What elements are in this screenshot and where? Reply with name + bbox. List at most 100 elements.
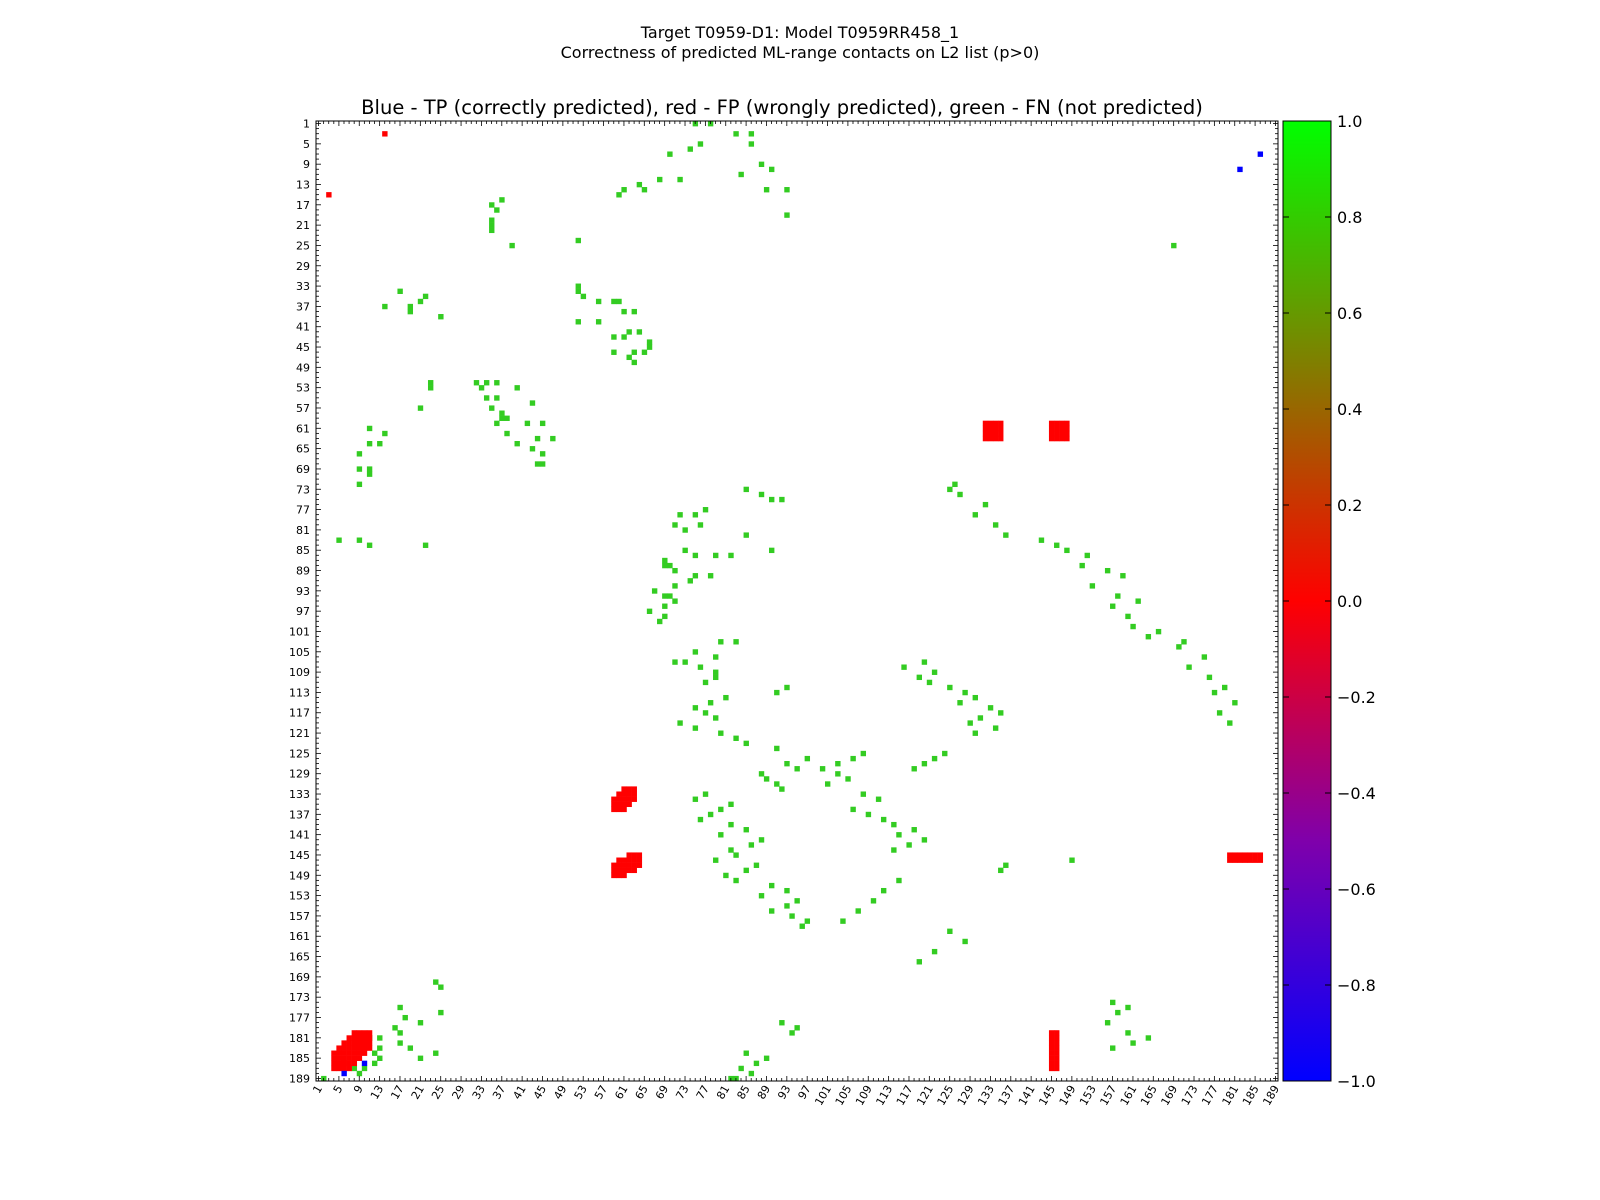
fp-contact-cell [346,1045,352,1051]
y-tick-label: 1 [303,118,310,131]
y-tick-label: 181 [289,1032,310,1045]
fn-contact-cell [631,359,637,366]
fn-contact-cell [931,755,938,762]
fn-contact-cell [728,801,734,808]
x-tick-label: 77 [694,1083,712,1102]
fn-contact-cell [438,314,444,320]
fp-contact-cell [361,1045,368,1051]
fp-contact-cell [616,806,622,813]
fn-contact-cell [494,420,500,427]
fn-contact-cell [1089,583,1096,589]
fp-contact-cell [1232,852,1238,858]
fp-contact-cell [987,430,994,437]
fn-contact-cell [489,222,495,228]
fp-contact-cell [987,425,994,432]
fn-contact-cell [758,161,765,168]
y-tick-label: 133 [289,788,310,801]
y-tick-label: 41 [296,321,310,334]
fn-contact-cell [860,750,867,757]
fn-contact-cell [1211,689,1218,696]
fn-contact-cell [1222,684,1228,691]
fn-contact-cell [524,420,531,427]
fn-contact-cell [534,461,541,467]
colorbar-tick-label: 0.8 [1337,208,1362,227]
x-tick-label: 81 [714,1083,732,1102]
fn-contact-cell [1003,532,1009,538]
fn-contact-cell [1206,674,1213,681]
x-tick-label: 29 [449,1083,467,1102]
fp-contact-cell [1064,420,1070,427]
fp-contact-cell [1054,425,1060,432]
fn-contact-cell [361,1065,368,1072]
fn-contact-cell [921,837,928,843]
fn-contact-cell [397,1030,403,1036]
colorbar-tick-label: −0.6 [1337,880,1376,899]
y-tick-label: 105 [289,646,310,659]
fp-contact-cell [631,796,637,802]
fn-contact-cell [784,887,790,894]
fn-contact-cell [1181,639,1187,645]
plot-title: Blue - TP (correctly predicted), red - F… [361,96,1203,119]
x-tick-label: 25 [429,1083,447,1102]
fp-contact-cell [1247,852,1253,858]
fn-contact-cell [728,552,734,559]
fp-contact-cell [1048,1035,1055,1041]
fn-contact-cell [377,441,383,447]
y-tick-label: 89 [296,565,310,578]
fp-contact-cell [992,425,999,432]
fn-contact-cell [713,669,719,675]
fn-contact-cell [702,710,709,716]
fn-contact-cell [504,415,510,421]
fn-contact-cell [875,796,882,802]
fp-contact-cell [998,425,1004,432]
fp-contact-cell [631,786,637,792]
fp-contact-cell [616,857,622,863]
fp-contact-cell [621,857,627,863]
x-tick-label: 97 [796,1083,814,1102]
fp-contact-cell [1048,1050,1055,1056]
y-tick-label: 189 [289,1072,310,1085]
fn-contact-cell [539,420,546,427]
fp-contact-cell [631,867,637,874]
fn-contact-cell [433,979,439,985]
contact-cells [321,121,1264,1082]
tp-contact-cell [1237,166,1243,173]
fn-contact-cell [733,639,739,645]
x-tick-label: 109 [853,1083,875,1108]
fn-contact-cell [682,659,688,665]
fp-contact-cell [636,862,643,868]
fp-contact-cell [351,1055,358,1061]
fp-contact-cell [336,1055,342,1061]
fn-contact-cell [687,146,693,152]
fp-contact-cell [1227,852,1233,858]
fp-contact-cell [1048,1055,1055,1061]
fp-contact-cell [356,1035,363,1041]
fn-contact-cell [779,496,785,503]
fp-contact-cell [1242,857,1248,863]
fn-contact-cell [855,908,861,914]
fn-contact-cell [1186,664,1192,670]
fp-contact-cell [1048,1060,1055,1067]
fn-contact-cell [494,207,500,213]
fp-contact-cell [1054,1030,1060,1036]
figure-title-line-2: Correctness of predicted ML-range contac… [560,43,1040,62]
plot-axes: 1155991313171721212525292933333737414145… [289,118,1282,1108]
fn-contact-cell [371,1060,378,1067]
fn-contact-cell [718,806,724,813]
fn-contact-cell [366,425,373,432]
fn-contact-cell [702,791,709,797]
fn-contact-cell [631,308,637,315]
fn-contact-cell [651,588,658,594]
x-tick-label: 89 [755,1083,773,1102]
fn-contact-cell [733,131,739,137]
fp-contact-cell [1064,435,1070,442]
fn-contact-cell [723,694,729,701]
fn-contact-cell [738,171,744,178]
colorbar-tick-label: 0.4 [1337,400,1362,419]
fn-contact-cell [743,532,749,538]
fn-contact-cell [657,618,663,625]
y-tick-label: 173 [289,991,310,1004]
fn-contact-cell [926,679,933,686]
fp-contact-cell [1232,857,1238,863]
x-tick-label: 189 [1260,1083,1282,1108]
